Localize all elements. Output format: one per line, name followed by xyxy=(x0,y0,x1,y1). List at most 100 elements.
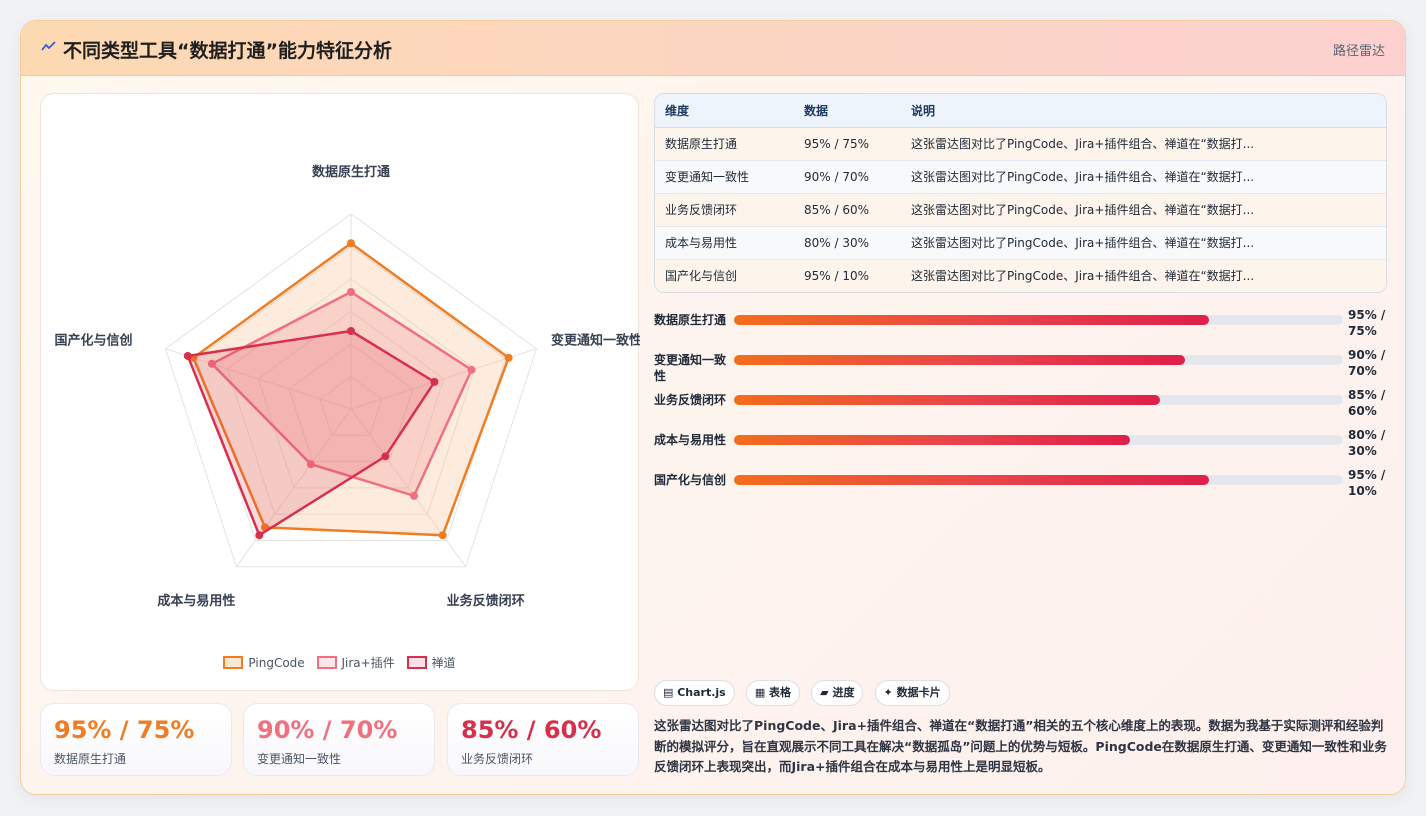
radar-axis-line xyxy=(350,408,467,568)
bar-track xyxy=(734,395,1343,405)
table-row: 成本与易用性 80% / 30% 这张雷达图对比了PingCode、Jira+插… xyxy=(655,226,1386,260)
bar-row: 成本与易用性 80% / 30% xyxy=(654,426,1394,466)
legend-label: PingCode xyxy=(248,655,305,670)
stat-label: 数据原生打通 xyxy=(54,752,127,766)
table-row: 变更通知一致性 90% / 70% 这张雷达图对比了PingCode、Jira+… xyxy=(655,160,1386,194)
stat-value: 90% / 70% xyxy=(257,716,398,744)
bar-track xyxy=(734,315,1343,325)
table-cell: 90% / 70% xyxy=(794,160,901,194)
data-table: 维度 数据 说明 数据原生打通 95% / 75% 这张雷达图对比了PingCo… xyxy=(654,93,1387,293)
bar-value: 85% / 60% xyxy=(1348,388,1386,418)
radar-data-point xyxy=(504,353,513,362)
radar-grid-ring xyxy=(257,310,445,489)
bar-track xyxy=(734,475,1343,485)
legend-label: Jira+插件 xyxy=(341,656,395,670)
legend-label: 禅道 xyxy=(431,656,456,670)
table-cell: 这张雷达图对比了PingCode、Jira+插件组合、禅道在“数据打... xyxy=(901,127,1386,161)
chart-wave-icon xyxy=(41,41,56,51)
table-cell: 这张雷达图对比了PingCode、Jira+插件组合、禅道在“数据打... xyxy=(901,259,1386,292)
radar-data-point xyxy=(347,327,355,335)
radar-data-point xyxy=(410,491,419,500)
bar-fill xyxy=(734,315,1210,325)
table-cell: 95% / 10% xyxy=(794,259,901,292)
chart-legend: PingCode Jira+插件 禅道 xyxy=(41,654,638,671)
chip-table[interactable]: ▦ 表格 xyxy=(745,680,801,706)
chip-progress[interactable]: ▰ 进度 xyxy=(811,680,864,706)
table-cell: 业务反馈闭环 xyxy=(655,193,794,227)
radar-data-point xyxy=(255,531,264,540)
table-cell: 这张雷达图对比了PingCode、Jira+插件组合、禅道在“数据打... xyxy=(901,226,1386,260)
bar-row: 变更通知一致性 90% / 70% xyxy=(654,346,1394,386)
table-cell: 80% / 30% xyxy=(794,226,901,260)
radar-axis-label: 成本与易用性 xyxy=(157,593,235,609)
radar-grid-ring xyxy=(195,245,507,541)
bar-row: 国产化与信创 95% / 10% xyxy=(654,466,1394,506)
legend-swatch-pingcode xyxy=(223,655,244,669)
stat-label: 变更通知一致性 xyxy=(257,752,342,766)
chip-data-card[interactable]: ✦ 数据卡片 xyxy=(874,680,950,706)
radar-grid-ring xyxy=(164,213,538,568)
bar-row: 数据原生打通 95% / 75% xyxy=(654,306,1394,346)
radar-data-point xyxy=(347,288,355,296)
radar-data-point xyxy=(430,377,439,386)
bar-label: 国产化与信创 xyxy=(654,473,727,487)
bar-value: 95% / 10% xyxy=(1348,468,1386,498)
radar-data-point xyxy=(207,359,216,368)
radar-axis-label: 变更通知一致性 xyxy=(551,333,640,349)
radar-series-area xyxy=(186,329,436,537)
radar-grid-ring xyxy=(226,278,476,515)
bar-value: 90% / 70% xyxy=(1348,348,1386,378)
table-cell: 数据原生打通 xyxy=(655,127,794,161)
header-tag: 路径雷达 xyxy=(1332,44,1385,59)
radar-chart-panel: 数据原生打通 变更通知一致性 业务反馈闭环 成本与易用性 国产化与信创 PingCode… xyxy=(40,93,640,691)
table-cell: 成本与易用性 xyxy=(655,226,794,260)
table-cell: 变更通知一致性 xyxy=(655,160,794,194)
bar-value: 80% / 30% xyxy=(1348,428,1386,458)
chip-chartjs[interactable]: ▤ Chart.js xyxy=(654,680,735,706)
analysis-card: 不同类型工具“数据打通”能力特征分析 路径雷达 数据原生打通 变更通知一致性 业务反… xyxy=(20,20,1406,795)
radar-grid-ring xyxy=(288,343,414,463)
bar-fill xyxy=(734,355,1185,365)
table-cell: 85% / 60% xyxy=(794,193,901,227)
table-header-cell: 维度 xyxy=(655,94,794,128)
description-text: 这张雷达图对比了PingCode、Jira+插件组合、禅道在“数据打通”相关的五… xyxy=(654,718,1387,774)
legend-swatch-jira xyxy=(316,656,337,669)
radar-axis-label: 数据原生打通 xyxy=(312,164,390,180)
table-row: 国产化与信创 95% / 10% 这张雷达图对比了PingCode、Jira+插… xyxy=(655,259,1386,292)
bar-label: 变更通知一致性 xyxy=(654,353,727,383)
progress-bars: 数据原生打通 95% / 75% 变更通知一致性 90% / 70% 业务反馈闭环 85%… xyxy=(654,306,1394,506)
bar-row: 业务反馈闭环 85% / 60% xyxy=(654,386,1394,426)
table-cell: 国产化与信创 xyxy=(655,259,794,292)
legend-item-zentao[interactable]: 禅道 xyxy=(406,654,456,671)
bar-fill xyxy=(734,475,1210,485)
stat-label: 业务反馈闭环 xyxy=(461,752,534,766)
radar-data-point xyxy=(347,239,355,248)
radar-data-point xyxy=(183,351,192,360)
card-header: 不同类型工具“数据打通”能力特征分析 路径雷达 xyxy=(21,21,1405,76)
table-header-row: 维度 数据 说明 xyxy=(655,94,1386,128)
bar-track xyxy=(734,435,1343,445)
stat-value: 95% / 75% xyxy=(54,716,195,744)
radar-data-point xyxy=(438,531,447,540)
radar-data-point xyxy=(467,365,476,374)
bar-fill xyxy=(734,395,1161,405)
table-cell: 95% / 75% xyxy=(794,127,901,161)
radar-data-point xyxy=(381,452,390,461)
table-header-cell: 数据 xyxy=(794,94,901,128)
stat-card: 95% / 75% 数据原生打通 xyxy=(40,703,232,776)
bar-value: 95% / 75% xyxy=(1348,308,1386,338)
stat-value: 85% / 60% xyxy=(461,716,602,744)
table-row: 业务反馈闭环 85% / 60% 这张雷达图对比了PingCode、Jira+插… xyxy=(655,193,1386,227)
legend-item-jira[interactable]: Jira+插件 xyxy=(316,654,395,671)
stat-card: 85% / 60% 业务反馈闭环 xyxy=(447,703,639,776)
radar-data-point xyxy=(306,460,315,469)
bar-label: 成本与易用性 xyxy=(654,433,727,447)
radar-grid-ring xyxy=(319,375,383,436)
table-row: 数据原生打通 95% / 75% 这张雷达图对比了PingCode、Jira+插… xyxy=(655,127,1386,161)
bar-label: 数据原生打通 xyxy=(654,313,727,327)
table-cell: 这张雷达图对比了PingCode、Jira+插件组合、禅道在“数据打... xyxy=(901,160,1386,194)
radar-axis-label: 国产化与信创 xyxy=(55,333,133,349)
radar-axis-line xyxy=(235,408,352,568)
legend-item-pingcode[interactable]: PingCode xyxy=(223,655,305,670)
